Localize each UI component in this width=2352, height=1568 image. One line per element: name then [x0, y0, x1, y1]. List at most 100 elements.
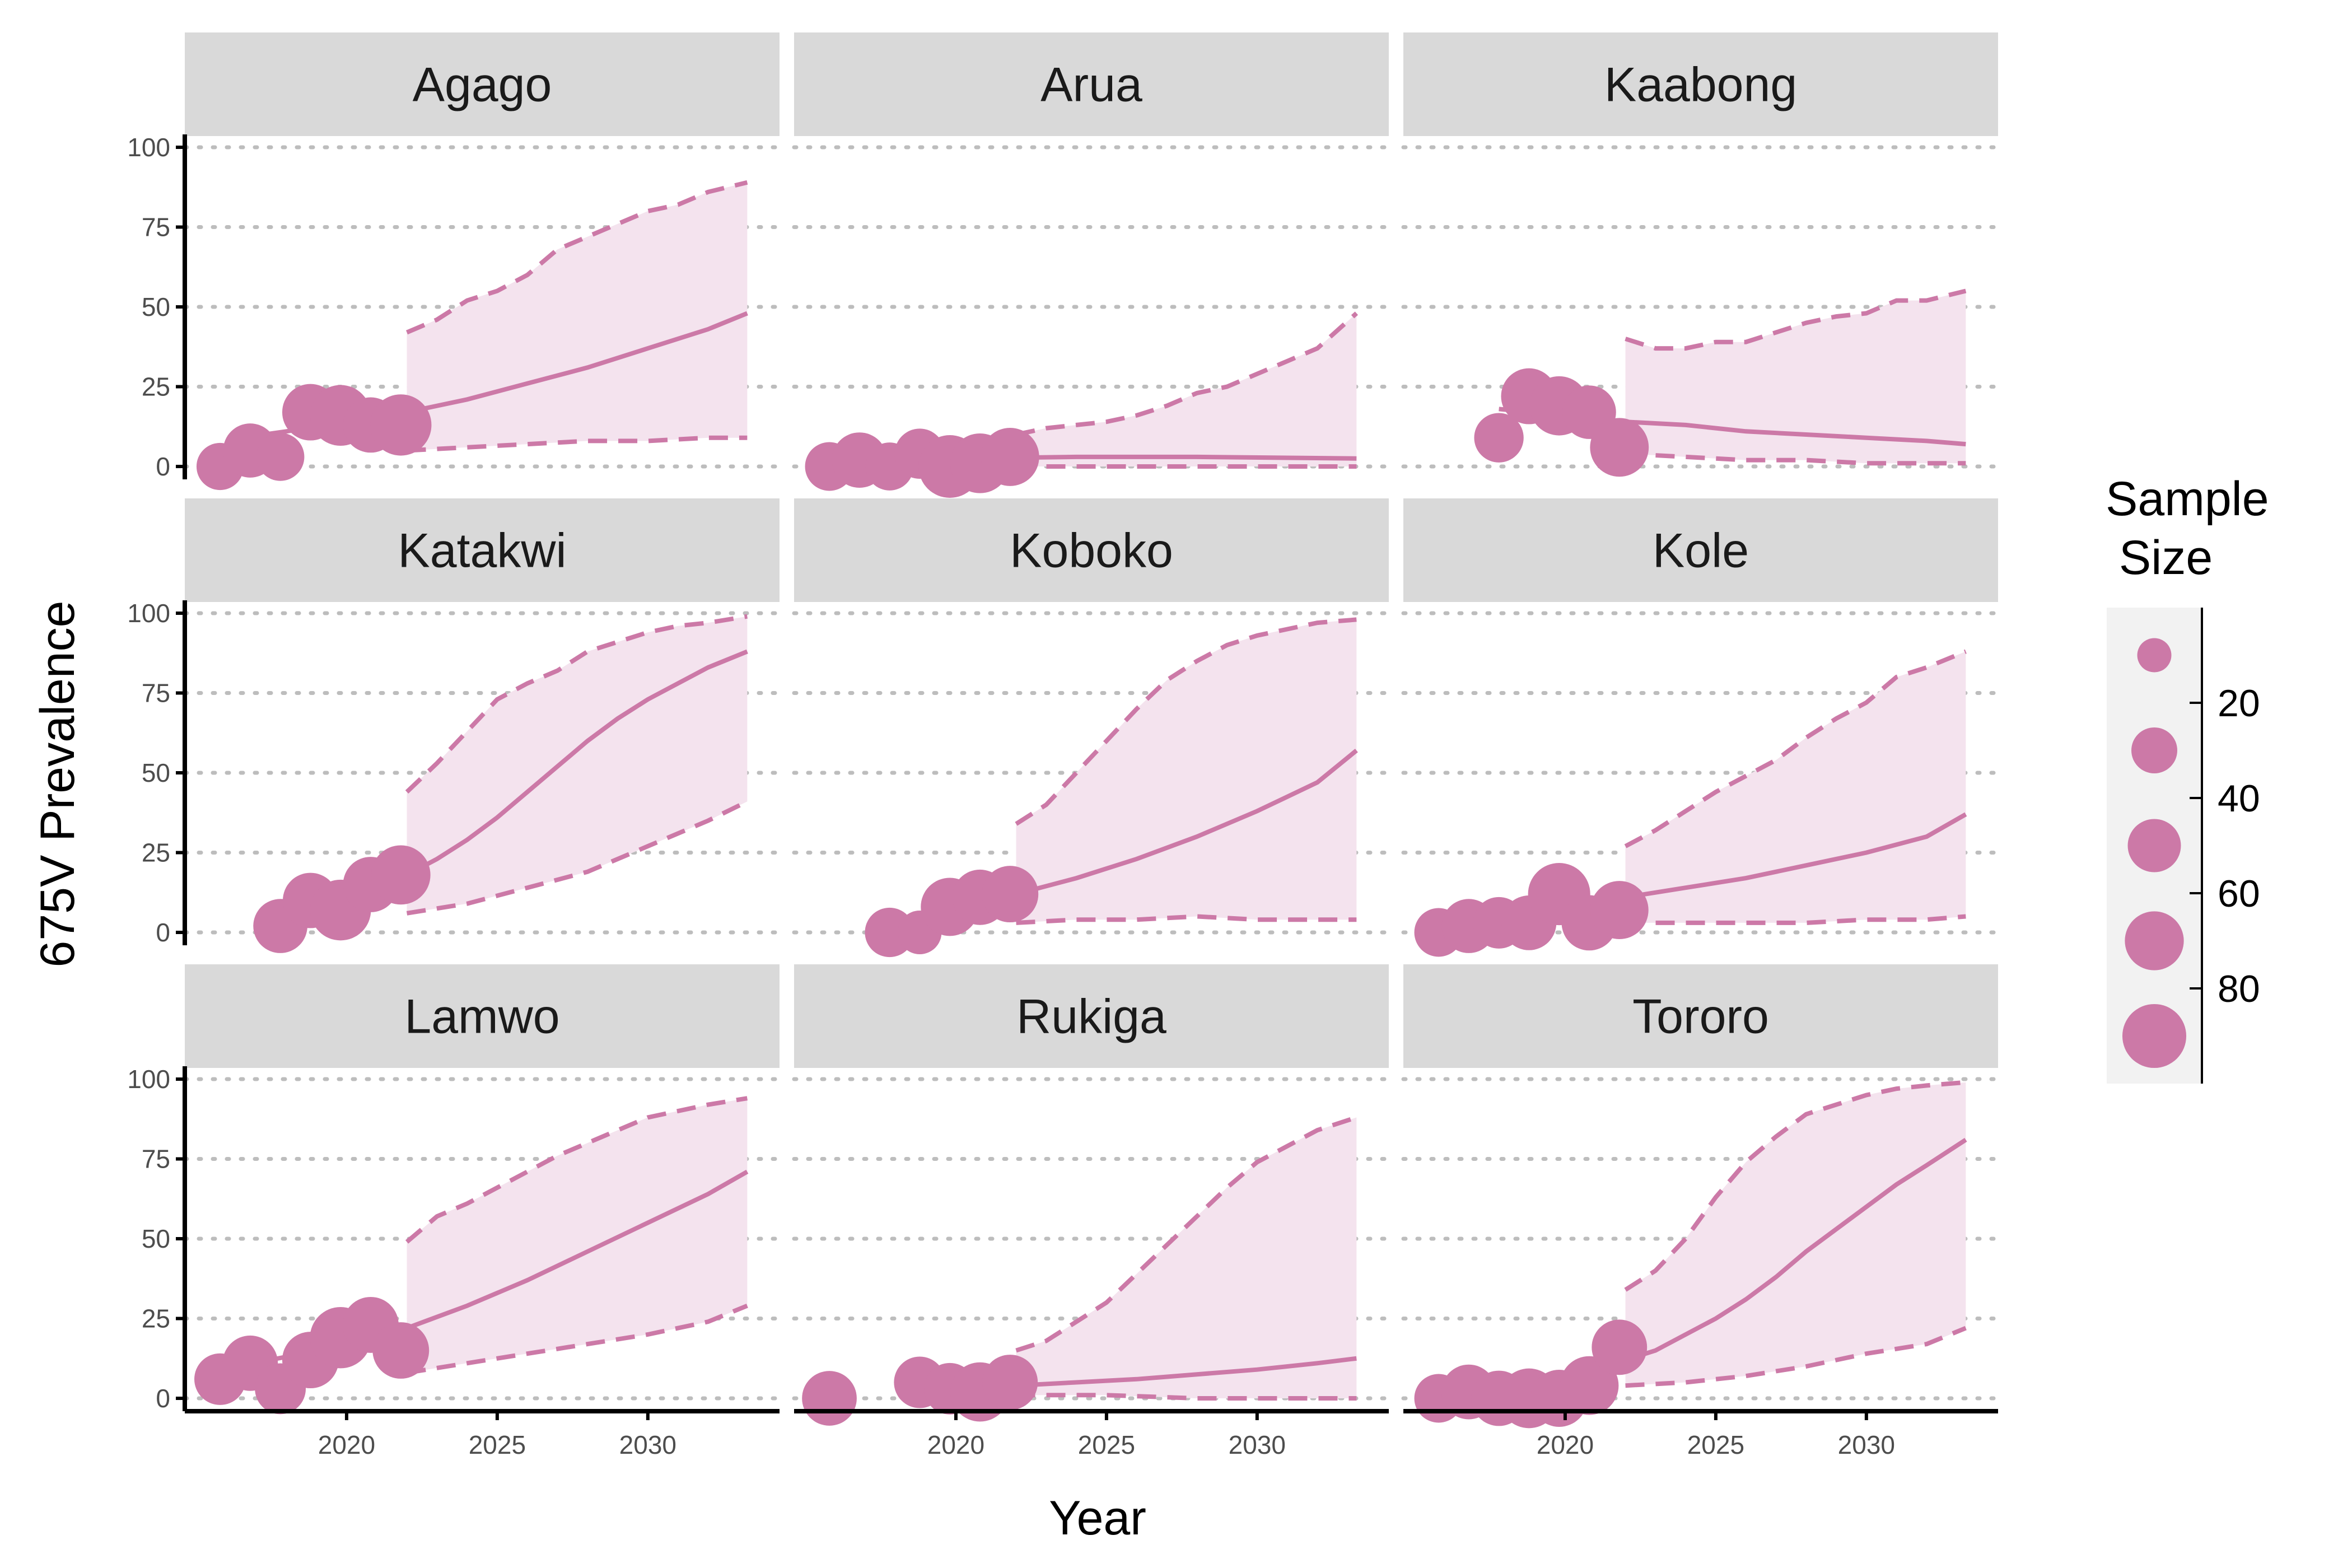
x-tick-label: 2025	[1078, 1430, 1135, 1459]
panel-strip-label: Katakwi	[398, 524, 566, 578]
upper-bound-line	[1624, 649, 1967, 848]
confidence-ribbon	[1625, 651, 1966, 923]
panel-arua: Arua	[792, 32, 1391, 498]
confidence-ribbon	[1016, 313, 1357, 466]
panel-strip-label: Lamwo	[404, 990, 559, 1044]
y-tick-label: 75	[142, 1145, 170, 1174]
y-tick-label: 0	[156, 918, 170, 947]
panel-strip-label: Koboko	[1010, 524, 1173, 578]
confidence-ribbon	[1625, 1082, 1966, 1386]
panel-strip	[185, 498, 780, 602]
panel-strip	[794, 498, 1389, 602]
y-tick-label: 50	[142, 1224, 170, 1253]
panel-strip	[1403, 964, 1998, 1068]
data-point	[371, 845, 431, 905]
panel-agago: Agago 0 25 50 75 100	[127, 32, 782, 491]
lower-bound-line	[1625, 1326, 1967, 1388]
legend-tick-label: 60	[2218, 872, 2260, 915]
panel-rukiga: Rukiga 2020 2025 2030	[792, 964, 1391, 1459]
confidence-ribbon	[407, 1098, 748, 1373]
legend-symbol	[2131, 727, 2177, 773]
confidence-ribbon	[407, 616, 748, 913]
lower-bound-line	[406, 799, 749, 916]
confidence-ribbon	[1016, 1117, 1357, 1398]
data-point	[982, 866, 1039, 923]
y-tick-label: 50	[142, 292, 170, 321]
panel-katakwi: Katakwi 0 25 50 75 100	[127, 498, 782, 953]
confidence-ribbon	[1625, 291, 1966, 464]
upper-bound-line	[405, 180, 748, 335]
upper-bound-line	[1625, 288, 1967, 351]
upper-bound-line	[405, 614, 748, 794]
x-tick-label: 2030	[1229, 1430, 1286, 1459]
x-tick-label: 2020	[318, 1430, 375, 1459]
data-point	[372, 1322, 430, 1379]
confidence-ribbon	[1016, 619, 1357, 923]
fit-line	[405, 649, 748, 877]
data-point	[981, 427, 1039, 486]
y-tick-label: 100	[127, 599, 170, 628]
data-point	[370, 394, 432, 456]
y-tick-label: 100	[127, 1065, 170, 1094]
panel-strip-label: Tororo	[1632, 990, 1769, 1044]
y-tick-label: 75	[142, 679, 170, 708]
y-tick-label: 0	[156, 1384, 170, 1413]
legend-tick-label: 20	[2218, 682, 2260, 725]
panel-strip-label: Arua	[1040, 58, 1142, 112]
data-point	[1590, 418, 1649, 477]
panel-strip	[185, 964, 780, 1068]
x-tick-label: 2025	[469, 1430, 526, 1459]
legend-title-line-2: Size	[2106, 531, 2213, 585]
data-point	[256, 433, 305, 481]
x-tick-label: 2020	[927, 1430, 984, 1459]
upper-bound-line	[1624, 1080, 1966, 1292]
y-tick-label: 25	[142, 1304, 170, 1333]
panel-lamwo: Lamwo 0 25 50 75 100 2020 2025 2030	[127, 964, 782, 1459]
panel-strip	[1403, 32, 1998, 136]
data-point	[1592, 1319, 1648, 1375]
legend: Sample Size 20 40 60 80	[2106, 472, 2269, 1084]
data-point	[1560, 1356, 1619, 1415]
panel-strip	[794, 32, 1389, 136]
y-axis-title: 675V Prevalence	[31, 601, 85, 968]
legend-tick-label: 40	[2218, 777, 2260, 820]
data-point	[982, 1355, 1038, 1410]
legend-symbol	[2127, 819, 2181, 872]
upper-bound-line	[1015, 311, 1359, 437]
y-tick-label: 50	[142, 758, 170, 787]
panel-strip-label: Agago	[413, 58, 552, 112]
legend-symbol	[2125, 911, 2184, 970]
panel-strip-label: Rukiga	[1016, 990, 1166, 1044]
panel-koboko: Koboko	[792, 498, 1391, 958]
panel-tororo: Tororo 2020 2025 2030	[1401, 964, 2000, 1459]
panel-strip	[794, 964, 1389, 1068]
legend-symbol	[2122, 1004, 2187, 1068]
panel-kole: Kole	[1401, 498, 2000, 957]
panels-layer: Agago 0 25 50 75 100 Arua Kaabong Katakwi 0 25 50 75…	[127, 32, 2000, 1459]
y-tick-label: 0	[156, 452, 170, 481]
upper-bound-line	[405, 1096, 748, 1244]
legend-tick-label: 80	[2218, 968, 2260, 1010]
x-tick-label: 2030	[1838, 1430, 1895, 1459]
legend-symbol	[2137, 638, 2172, 673]
confidence-ribbon	[407, 182, 748, 451]
data-point	[1590, 881, 1649, 940]
y-tick-label: 25	[142, 838, 170, 867]
legend-items: 20 40 60 80	[2122, 638, 2260, 1068]
y-tick-label: 75	[142, 213, 170, 242]
x-tick-label: 2025	[1687, 1430, 1744, 1459]
panel-strip-label: Kaabong	[1604, 58, 1797, 112]
lower-bound-line	[406, 1303, 748, 1375]
panel-kaabong: Kaabong	[1401, 32, 2000, 477]
panel-strip	[1403, 498, 1998, 602]
legend-title-line-1: Sample	[2106, 472, 2269, 526]
y-tick-label: 100	[127, 133, 170, 162]
panel-strip-label: Kole	[1653, 524, 1749, 578]
panel-strip	[185, 32, 780, 136]
x-tick-label: 2030	[619, 1430, 676, 1459]
data-point	[802, 1371, 857, 1426]
upper-bound-line	[1015, 617, 1357, 826]
x-tick-label: 2020	[1537, 1430, 1594, 1459]
x-axis-title: Year	[1049, 1491, 1146, 1545]
